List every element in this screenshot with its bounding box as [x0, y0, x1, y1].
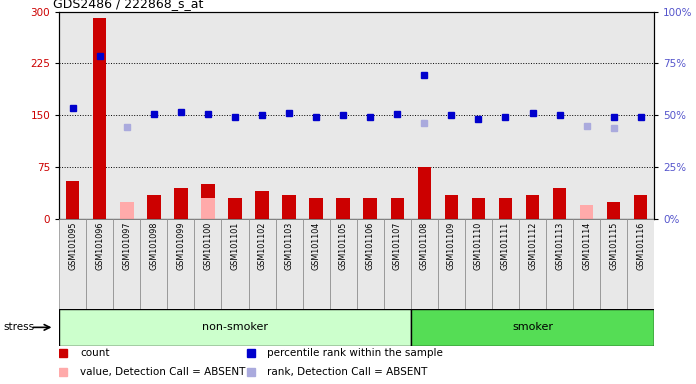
Bar [472, 198, 485, 219]
Bar [248, 219, 276, 309]
Text: GSM101110: GSM101110 [474, 222, 483, 270]
Text: GSM101116: GSM101116 [636, 222, 645, 270]
Bar [228, 198, 242, 219]
Text: GDS2486 / 222868_s_at: GDS2486 / 222868_s_at [53, 0, 204, 10]
Text: GSM101100: GSM101100 [203, 222, 212, 270]
Text: GSM101112: GSM101112 [528, 222, 537, 270]
Bar [553, 188, 567, 219]
Bar [580, 205, 594, 219]
Text: GSM101115: GSM101115 [609, 222, 618, 270]
Text: GSM101099: GSM101099 [176, 222, 185, 270]
Text: non-smoker: non-smoker [202, 322, 268, 333]
Text: percentile rank within the sample: percentile rank within the sample [267, 348, 443, 358]
Bar [66, 181, 79, 219]
Bar [634, 195, 647, 219]
Text: GSM101109: GSM101109 [447, 222, 456, 270]
Bar [519, 219, 546, 309]
Bar [255, 191, 269, 219]
Text: GSM101106: GSM101106 [365, 222, 374, 270]
Bar [525, 195, 539, 219]
Text: stress: stress [3, 322, 35, 333]
Bar [120, 202, 134, 219]
Bar [59, 219, 86, 309]
Text: GSM101101: GSM101101 [230, 222, 239, 270]
Text: GSM101103: GSM101103 [285, 222, 294, 270]
Bar [141, 219, 167, 309]
Bar [309, 198, 323, 219]
Bar [201, 198, 214, 219]
Bar [445, 195, 458, 219]
Bar [411, 219, 438, 309]
Bar [627, 219, 654, 309]
Bar [59, 309, 411, 346]
Bar [194, 219, 221, 309]
Text: GSM101097: GSM101097 [122, 222, 132, 270]
Bar [465, 219, 492, 309]
Text: GSM101095: GSM101095 [68, 222, 77, 270]
Text: GSM101114: GSM101114 [582, 222, 591, 270]
Text: count: count [80, 348, 109, 358]
Bar [283, 195, 296, 219]
Bar [600, 219, 627, 309]
Text: GSM101107: GSM101107 [393, 222, 402, 270]
Bar [357, 219, 383, 309]
Text: rank, Detection Call = ABSENT: rank, Detection Call = ABSENT [267, 367, 428, 377]
Bar [363, 198, 377, 219]
Bar [330, 219, 357, 309]
Text: smoker: smoker [512, 322, 553, 333]
Bar [147, 195, 161, 219]
Text: GSM101105: GSM101105 [339, 222, 348, 270]
Bar [174, 188, 188, 219]
Bar [336, 198, 350, 219]
Bar [418, 167, 431, 219]
Bar [86, 219, 113, 309]
Bar [201, 184, 214, 219]
Bar [113, 219, 141, 309]
Bar [546, 219, 573, 309]
Bar [411, 309, 654, 346]
Bar [438, 219, 465, 309]
Bar [573, 219, 600, 309]
Text: GSM101102: GSM101102 [258, 222, 267, 270]
Text: GSM101113: GSM101113 [555, 222, 564, 270]
Text: GSM101096: GSM101096 [95, 222, 104, 270]
Text: GSM101098: GSM101098 [150, 222, 158, 270]
Text: GSM101108: GSM101108 [420, 222, 429, 270]
Text: GSM101111: GSM101111 [501, 222, 510, 270]
Text: GSM101104: GSM101104 [312, 222, 321, 270]
Text: value, Detection Call = ABSENT: value, Detection Call = ABSENT [80, 367, 246, 377]
Bar [276, 219, 303, 309]
Bar [383, 219, 411, 309]
Bar [303, 219, 330, 309]
Bar [492, 219, 519, 309]
Bar [499, 198, 512, 219]
Bar [221, 219, 248, 309]
Bar [390, 198, 404, 219]
Bar [167, 219, 194, 309]
Bar [93, 18, 106, 219]
Bar [607, 202, 620, 219]
